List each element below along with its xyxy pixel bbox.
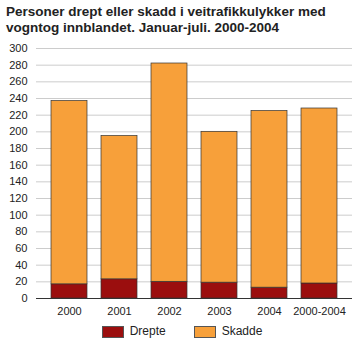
svg-text:80: 80 <box>15 225 27 237</box>
svg-text:260: 260 <box>9 75 27 87</box>
svg-text:2002: 2002 <box>157 305 181 317</box>
svg-text:2000-2004: 2000-2004 <box>293 305 346 317</box>
svg-text:200: 200 <box>9 125 27 137</box>
html-text:Skadde: Skadde <box>221 324 263 338</box>
svg-text:280: 280 <box>9 59 27 71</box>
svg-text:220: 220 <box>9 109 27 121</box>
svg-text:140: 140 <box>9 175 27 187</box>
svg-text:60: 60 <box>15 242 27 254</box>
svg-text:180: 180 <box>9 142 27 154</box>
html-text:Drepte: Drepte <box>129 324 166 338</box>
svg-text:240: 240 <box>9 92 27 104</box>
svg-text:2003: 2003 <box>207 305 231 317</box>
svg-text:20: 20 <box>15 275 27 287</box>
html-text:Personer drept eller skadd i v: Personer drept eller skadd i veitrafikku… <box>6 4 326 35</box>
svg-text:40: 40 <box>15 259 27 271</box>
svg-text:120: 120 <box>9 192 27 204</box>
svg-text:0: 0 <box>21 292 27 304</box>
svg-text:2001: 2001 <box>107 305 131 317</box>
svg-text:2000: 2000 <box>57 305 81 317</box>
svg-text:160: 160 <box>9 159 27 171</box>
svg-text:100: 100 <box>9 209 27 221</box>
svg-text:2004: 2004 <box>257 305 281 317</box>
svg-text:300: 300 <box>9 42 27 54</box>
